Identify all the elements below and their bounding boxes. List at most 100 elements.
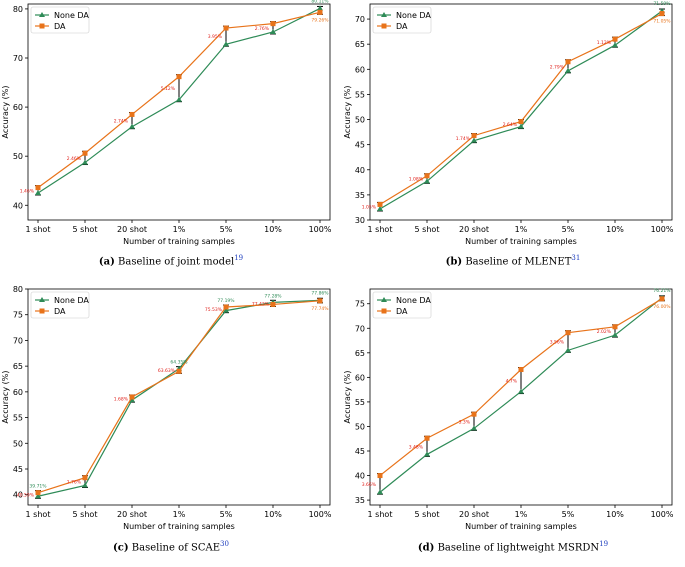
gap-value-label: 2.46% (67, 156, 82, 162)
da-point (377, 473, 383, 479)
da-point (82, 150, 88, 156)
y-tick-label: 65 (355, 349, 365, 358)
y-tick-label: 40 (355, 472, 365, 481)
none-da-point (129, 123, 135, 129)
y-axis-label: Accuracy (%) (1, 371, 10, 424)
none-da-point (612, 42, 618, 48)
x-tick-label: 20 shot (117, 510, 147, 519)
caption-text: Baseline of lightweight MSRDN (437, 542, 600, 554)
legend: None DA DA (372, 291, 431, 319)
gap-value-label: 2.76% (255, 26, 270, 32)
none-da-point (377, 205, 383, 211)
x-tick-label: 5% (220, 225, 233, 234)
x-axis-label: Number of training samples (123, 237, 235, 246)
da-point (317, 9, 323, 15)
none-da-value-label: 39.71% (29, 484, 47, 490)
y-tick-label: 55 (355, 398, 365, 407)
legend-marker (381, 23, 387, 29)
none-da-point (471, 425, 477, 431)
gap-value-label: 1.12% (597, 40, 612, 46)
y-tick-label: 45 (355, 447, 365, 456)
caption-text: Baseline of joint model (118, 256, 235, 268)
gap-value-label: 3.95% (208, 34, 223, 40)
caption-ref-link[interactable]: 30 (220, 540, 229, 548)
gap-value-label: 3.48% (409, 444, 424, 450)
da-point (317, 298, 323, 304)
chart-panel-c: 40 45 50 55 60 65 70 75 80 1 shot 5 shot 20 shot 1% 5… (0, 285, 342, 567)
caption-ref-link[interactable]: 19 (599, 540, 609, 548)
y-tick-label: 75 (13, 311, 23, 320)
y-tick-label: 40 (355, 166, 365, 175)
legend-marker (39, 308, 45, 314)
chart-panel-b: 30 35 40 45 50 55 60 65 70 1 shot 5 shot 20 shot 1% 5… (342, 0, 684, 282)
caption-label: (d) (417, 542, 435, 554)
caption-ref-link[interactable]: 19 (234, 254, 244, 262)
x-tick-label: 1% (173, 225, 186, 234)
y-tick-label: 80 (13, 5, 23, 14)
x-tick-label: 10% (606, 225, 624, 234)
da-point (471, 411, 477, 417)
da-point (424, 435, 430, 441)
da-point (82, 475, 88, 481)
da-point (270, 21, 276, 27)
chart-b-caption: (b) Baseline of MLENET31 (342, 254, 684, 267)
x-tick-label: 5 shot (415, 510, 440, 519)
da-end-label: 76.00% (653, 304, 671, 310)
none-da-point (35, 190, 41, 195)
gap-value-label: 40.59% (17, 492, 35, 498)
da-point (518, 367, 524, 373)
da-point (424, 173, 430, 179)
gap-value-label: 4.7% (506, 379, 518, 385)
caption-label: (a) (98, 256, 115, 268)
none-da-point (317, 5, 323, 11)
legend-marker (381, 308, 387, 314)
y-tick-label: 75 (355, 300, 365, 309)
da-point (659, 11, 665, 17)
y-axis-label: Accuracy (%) (1, 86, 10, 139)
legend-label: None DA (396, 11, 431, 20)
legend-label: DA (396, 307, 408, 316)
x-tick-label: 1% (515, 225, 528, 234)
none-da-end-label: 77.86% (311, 290, 329, 296)
da-point (377, 201, 383, 207)
x-tick-label: 20 shot (459, 510, 489, 519)
x-tick-label: 1 shot (368, 510, 393, 519)
legend: None DA DA (30, 6, 89, 34)
x-tick-label: 5% (562, 510, 575, 519)
gap-value-label: 2.79% (550, 64, 565, 70)
legend: None DA DA (30, 291, 89, 319)
none-da-point (176, 96, 182, 102)
y-axis-label: Accuracy (%) (343, 86, 352, 139)
da-point (518, 119, 524, 125)
none-da-point (223, 41, 229, 47)
gap-value-label: 77.43% (252, 301, 270, 307)
legend-marker (39, 297, 45, 302)
da-line (37, 300, 321, 494)
none-da-line (37, 299, 321, 497)
gap-value-label: 1.74% (456, 136, 471, 142)
y-tick-label: 40 (13, 491, 23, 500)
legend-marker (381, 12, 387, 17)
plot-frame (27, 3, 331, 221)
y-tick-label: 50 (13, 439, 23, 448)
none-da-point (223, 307, 229, 313)
da-point (612, 36, 618, 42)
gap-value-label: 2.74% (114, 119, 129, 125)
legend-label: DA (396, 22, 408, 31)
none-da-point (565, 347, 571, 353)
gap-value-label: 75.53% (205, 307, 223, 313)
caption-text: Baseline of SCAE (131, 542, 221, 554)
da-point (35, 490, 41, 496)
y-tick-label: 65 (355, 40, 365, 49)
none-da-line (379, 297, 663, 493)
legend-label: None DA (396, 296, 431, 305)
x-tick-label: 5 shot (415, 225, 440, 234)
caption-ref-link[interactable]: 31 (571, 254, 581, 262)
y-tick-label: 55 (355, 90, 365, 99)
x-tick-label: 100% (651, 510, 674, 519)
x-tick-label: 5% (220, 510, 233, 519)
legend-marker (381, 297, 387, 302)
y-tick-label: 70 (355, 15, 365, 24)
da-point (223, 25, 229, 31)
chart-a-plot: 40 50 60 70 80 1 shot 5 shot 20 shot 1% 5% 10% 100%… (1, 0, 332, 246)
